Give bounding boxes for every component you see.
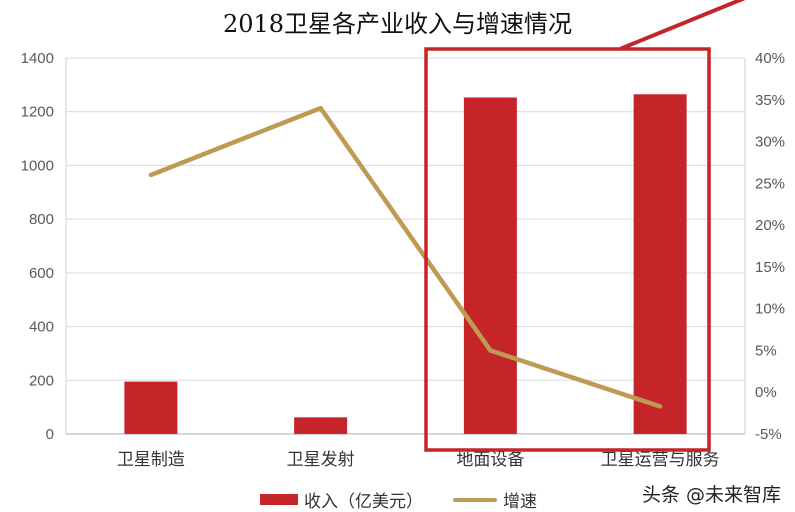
right-axis-tick: 0% — [755, 384, 777, 401]
x-axis-label: 卫星制造 — [117, 450, 185, 470]
x-axis-label: 地面设备 — [456, 450, 524, 470]
left-axis-tick: 600 — [29, 265, 54, 282]
right-axis-tick: -5% — [755, 426, 782, 443]
right-axis-tick: 30% — [755, 134, 785, 151]
x-axis-label: 卫星发射 — [287, 450, 355, 470]
bar-3 — [633, 94, 687, 434]
highlight-arrow-line — [619, 0, 746, 51]
highlight-box — [424, 47, 711, 452]
left-axis-tick: 800 — [29, 211, 54, 228]
legend-item-revenue: 收入（亿美元） — [260, 487, 423, 512]
right-axis-tick: 20% — [755, 217, 785, 234]
legend-item-growth: 增速 — [453, 487, 537, 512]
legend-label-growth: 增速 — [503, 492, 537, 512]
left-axis-tick: 1000 — [21, 157, 54, 174]
legend: 收入（亿美元） 增速 — [260, 487, 559, 512]
left-axis-tick: 1400 — [21, 50, 54, 67]
right-axis-tick: 25% — [755, 175, 785, 192]
legend-label-revenue: 收入（亿美元） — [304, 492, 423, 512]
left-axis-tick: 1200 — [21, 104, 54, 121]
bar-1 — [294, 417, 348, 434]
left-axis-tick: 200 — [29, 372, 54, 389]
growth-line — [148, 105, 663, 409]
line-swatch-icon — [453, 497, 497, 502]
right-axis-tick: 15% — [755, 259, 785, 276]
x-axis-label: 卫星运营与服务 — [601, 450, 720, 470]
right-axis-tick: 40% — [755, 50, 785, 67]
bar-2 — [463, 97, 517, 434]
chart-title: 2018卫星各产业收入与增速情况 — [222, 10, 573, 38]
right-axis-tick: 5% — [755, 342, 777, 359]
watermark: 头条 @未来智库 — [641, 484, 781, 506]
left-axis-tick: 0 — [46, 426, 54, 443]
left-axis-tick: 400 — [29, 319, 54, 336]
bar-swatch-icon — [260, 494, 298, 505]
right-axis-tick: 35% — [755, 92, 785, 109]
bar-0 — [124, 381, 178, 434]
right-axis-tick: 10% — [755, 301, 785, 318]
